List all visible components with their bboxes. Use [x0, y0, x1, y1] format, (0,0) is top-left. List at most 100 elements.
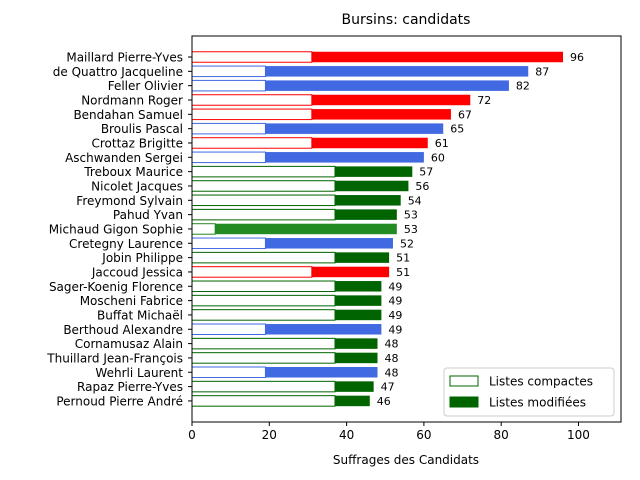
bar-modified: [311, 109, 451, 120]
bar-modified: [335, 338, 378, 349]
bar-compact: [191, 65, 266, 78]
bar-compact: [191, 208, 336, 221]
candidate-label: Cretegny Laurence: [69, 237, 183, 251]
bar-compact: [191, 108, 313, 121]
value-label: 52: [400, 237, 414, 250]
candidate-label: Sager-Koenig Florence: [49, 280, 183, 294]
x-axis: 0 20 40 60 80 100: [188, 422, 590, 442]
candidate-label: Bendahan Samuel: [73, 108, 183, 122]
bar-modified: [335, 281, 382, 292]
value-label: 49: [388, 309, 402, 322]
candidate-label: Jobin Philippe: [101, 251, 183, 265]
value-label: 47: [381, 381, 395, 394]
value-label: 65: [450, 123, 464, 136]
bar-modified: [311, 94, 471, 106]
bar-compact: [191, 237, 266, 250]
value-label: 56: [415, 180, 429, 193]
bar-compact: [191, 223, 216, 235]
bar-compact: [191, 294, 336, 307]
bars-group: [191, 51, 564, 407]
candidate-label: Pahud Yvan: [113, 208, 183, 222]
value-label: 87: [535, 65, 549, 78]
legend-swatch-modified: [449, 396, 479, 408]
candidate-label: Rapaz Pierre-Yves: [77, 380, 183, 394]
x-axis-label: Suffrages des Candidats: [333, 453, 479, 467]
value-label: 48: [385, 352, 399, 365]
bar-compact: [191, 280, 336, 293]
x-tick-label: 0: [188, 428, 196, 442]
bar-compact: [191, 165, 336, 178]
bar-compact: [191, 51, 313, 63]
candidate-label: Moscheni Fabrice: [80, 294, 183, 308]
candidate-label: Treboux Maurice: [83, 165, 183, 179]
bar-compact: [191, 180, 336, 192]
value-label: 72: [477, 94, 491, 107]
bar-compact: [191, 395, 336, 407]
bar-compact: [191, 380, 336, 393]
x-tick-label: 20: [262, 428, 277, 442]
legend-swatch-compact: [449, 375, 479, 387]
bar-modified: [215, 223, 397, 235]
candidate-label: de Quattro Jacqueline: [53, 65, 183, 79]
value-label: 49: [388, 280, 402, 293]
bar-compact: [191, 94, 313, 106]
x-tick-label: 100: [567, 428, 590, 442]
legend-label: Listes modifiées: [489, 396, 586, 410]
value-label: 61: [435, 137, 449, 150]
value-label: 96: [570, 51, 584, 64]
value-label: 53: [404, 209, 418, 222]
candidate-label: Crottaz Brigitte: [91, 136, 183, 150]
plot-frame: [191, 35, 622, 423]
bar-modified: [335, 252, 390, 263]
chart-title: Bursins: candidats: [342, 12, 471, 28]
bar-modified: [335, 209, 397, 220]
bar-modified: [265, 123, 444, 134]
bar-compact: [191, 352, 336, 364]
candidate-label: Nicolet Jacques: [91, 179, 183, 193]
value-label: 54: [408, 194, 422, 207]
bar-compact: [191, 309, 336, 321]
bar-compact: [191, 323, 266, 336]
value-label: 51: [396, 266, 410, 279]
value-label: 48: [385, 366, 399, 379]
candidate-label: Freymond Sylvain: [76, 194, 183, 208]
x-tick-label: 80: [494, 428, 509, 442]
bar-compact: [191, 194, 336, 207]
legend-label: Listes compactes: [489, 375, 593, 389]
candidate-label: Wehrli Laurent: [95, 366, 183, 380]
value-label: 46: [377, 395, 391, 408]
bar-modified: [335, 309, 382, 321]
bar-modified: [311, 137, 428, 149]
bar-modified: [335, 381, 374, 392]
bar-modified: [335, 295, 382, 306]
value-label: 53: [404, 223, 418, 236]
bar-modified: [311, 51, 564, 63]
candidate-label: Berthoud Alexandre: [63, 323, 183, 337]
candidate-label: Aschwanden Sergei: [65, 151, 183, 165]
bar-modified: [335, 352, 378, 364]
value-label: 49: [388, 295, 402, 308]
bar-compact: [191, 151, 266, 164]
bar-modified: [265, 324, 382, 335]
legend-box: [443, 367, 615, 417]
value-label: 82: [516, 80, 530, 93]
candidate-label: Michaud Gigon Sophie: [49, 222, 183, 236]
value-label: 49: [388, 323, 402, 336]
bar-modified: [335, 180, 409, 192]
bar-compact: [191, 337, 336, 350]
bar-modified: [265, 152, 424, 163]
bar-compact: [191, 79, 266, 92]
bar-modified: [265, 66, 529, 77]
bar-modified: [265, 80, 509, 91]
value-label: 57: [419, 166, 433, 179]
candidate-label: Cornamusaz Alain: [75, 337, 183, 351]
x-tick-label: 60: [416, 428, 431, 442]
value-label: 67: [458, 108, 472, 121]
bar-modified: [311, 266, 390, 278]
bar-modified: [265, 367, 378, 378]
candidate-label: Thuillard Jean-François: [46, 351, 183, 365]
value-labels-group: 9687827267656160575654535352515149494949…: [377, 51, 584, 408]
candidate-label: Buffat Michaël: [97, 308, 183, 322]
bar-modified: [335, 166, 413, 177]
